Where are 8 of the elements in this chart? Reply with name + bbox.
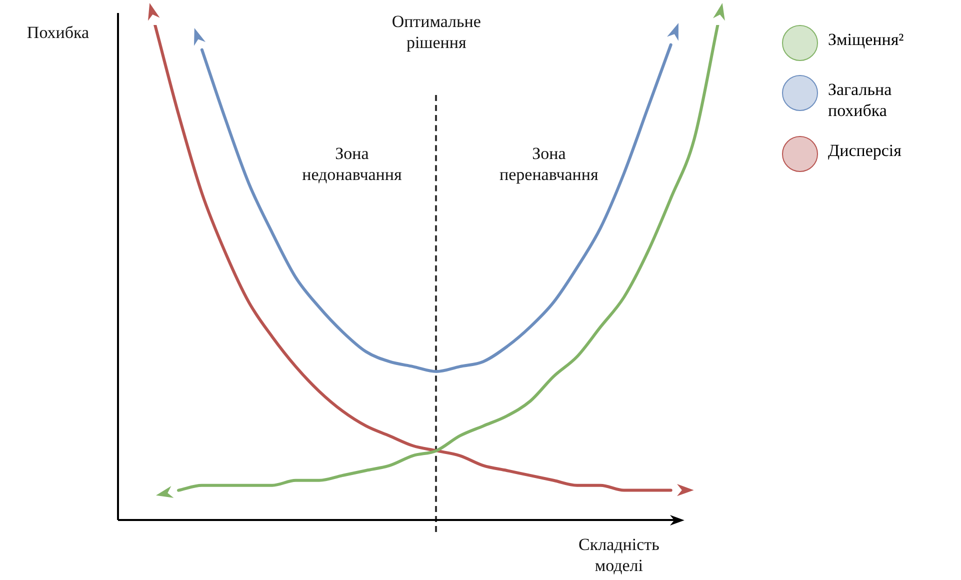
legend-label: Зміщення² [828,29,905,50]
annotation: Зона перенавчання [498,143,600,186]
annotation: Зона недонавчання [301,143,403,186]
legend-label: Загальна похибка [828,79,893,122]
y-axis-title: Похибка [26,22,90,44]
x-axis-title: Складність моделі [578,534,660,576]
annotation: Оптимальне рішення [390,11,482,54]
legend-label: Дисперсія [828,140,902,161]
